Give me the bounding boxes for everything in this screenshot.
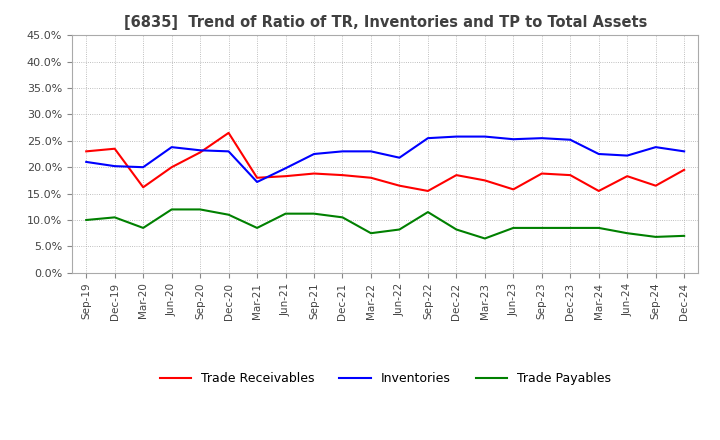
Line: Inventories: Inventories <box>86 136 684 182</box>
Trade Payables <box>253 225 261 231</box>
Trade Receivables <box>509 187 518 192</box>
Inventories <box>537 136 546 141</box>
Trade Receivables <box>167 165 176 170</box>
Inventories <box>310 151 318 157</box>
Inventories <box>282 165 290 171</box>
Trade Payables <box>537 225 546 231</box>
Trade Payables <box>110 215 119 220</box>
Trade Receivables <box>595 188 603 194</box>
Trade Payables <box>680 233 688 238</box>
Inventories <box>652 144 660 150</box>
Trade Receivables <box>480 178 489 183</box>
Inventories <box>139 165 148 170</box>
Trade Receivables <box>139 185 148 190</box>
Line: Trade Payables: Trade Payables <box>86 209 684 238</box>
Inventories <box>110 164 119 169</box>
Trade Receivables <box>452 172 461 178</box>
Inventories <box>253 180 261 185</box>
Trade Payables <box>480 236 489 241</box>
Trade Receivables <box>623 173 631 179</box>
Inventories <box>395 155 404 160</box>
Line: Trade Receivables: Trade Receivables <box>86 133 684 191</box>
Inventories <box>680 149 688 154</box>
Trade Receivables <box>82 149 91 154</box>
Trade Receivables <box>680 167 688 172</box>
Trade Payables <box>167 207 176 212</box>
Trade Receivables <box>423 188 432 194</box>
Trade Payables <box>282 211 290 216</box>
Trade Payables <box>395 227 404 232</box>
Trade Receivables <box>652 183 660 188</box>
Trade Receivables <box>196 150 204 155</box>
Trade Payables <box>623 231 631 236</box>
Trade Receivables <box>225 130 233 136</box>
Trade Receivables <box>310 171 318 176</box>
Inventories <box>452 134 461 139</box>
Inventories <box>338 149 347 154</box>
Trade Receivables <box>395 183 404 188</box>
Trade Receivables <box>566 172 575 178</box>
Inventories <box>509 136 518 142</box>
Trade Payables <box>423 209 432 215</box>
Trade Payables <box>139 225 148 231</box>
Trade Payables <box>509 225 518 231</box>
Trade Payables <box>310 211 318 216</box>
Inventories <box>225 149 233 154</box>
Trade Payables <box>82 217 91 223</box>
Trade Payables <box>338 215 347 220</box>
Trade Payables <box>366 231 375 236</box>
Trade Receivables <box>110 146 119 151</box>
Trade Payables <box>452 227 461 232</box>
Inventories <box>566 137 575 143</box>
Trade Payables <box>196 207 204 212</box>
Trade Receivables <box>338 172 347 178</box>
Title: [6835]  Trend of Ratio of TR, Inventories and TP to Total Assets: [6835] Trend of Ratio of TR, Inventories… <box>124 15 647 30</box>
Inventories <box>423 136 432 141</box>
Inventories <box>167 144 176 150</box>
Trade Payables <box>225 212 233 217</box>
Trade Payables <box>566 225 575 231</box>
Trade Receivables <box>366 175 375 180</box>
Inventories <box>595 151 603 157</box>
Trade Receivables <box>537 171 546 176</box>
Inventories <box>196 148 204 153</box>
Inventories <box>82 159 91 165</box>
Trade Payables <box>595 225 603 231</box>
Trade Payables <box>652 234 660 239</box>
Trade Receivables <box>253 175 261 180</box>
Inventories <box>366 149 375 154</box>
Trade Receivables <box>282 173 290 179</box>
Legend: Trade Receivables, Inventories, Trade Payables: Trade Receivables, Inventories, Trade Pa… <box>155 367 616 390</box>
Inventories <box>623 153 631 158</box>
Inventories <box>480 134 489 139</box>
